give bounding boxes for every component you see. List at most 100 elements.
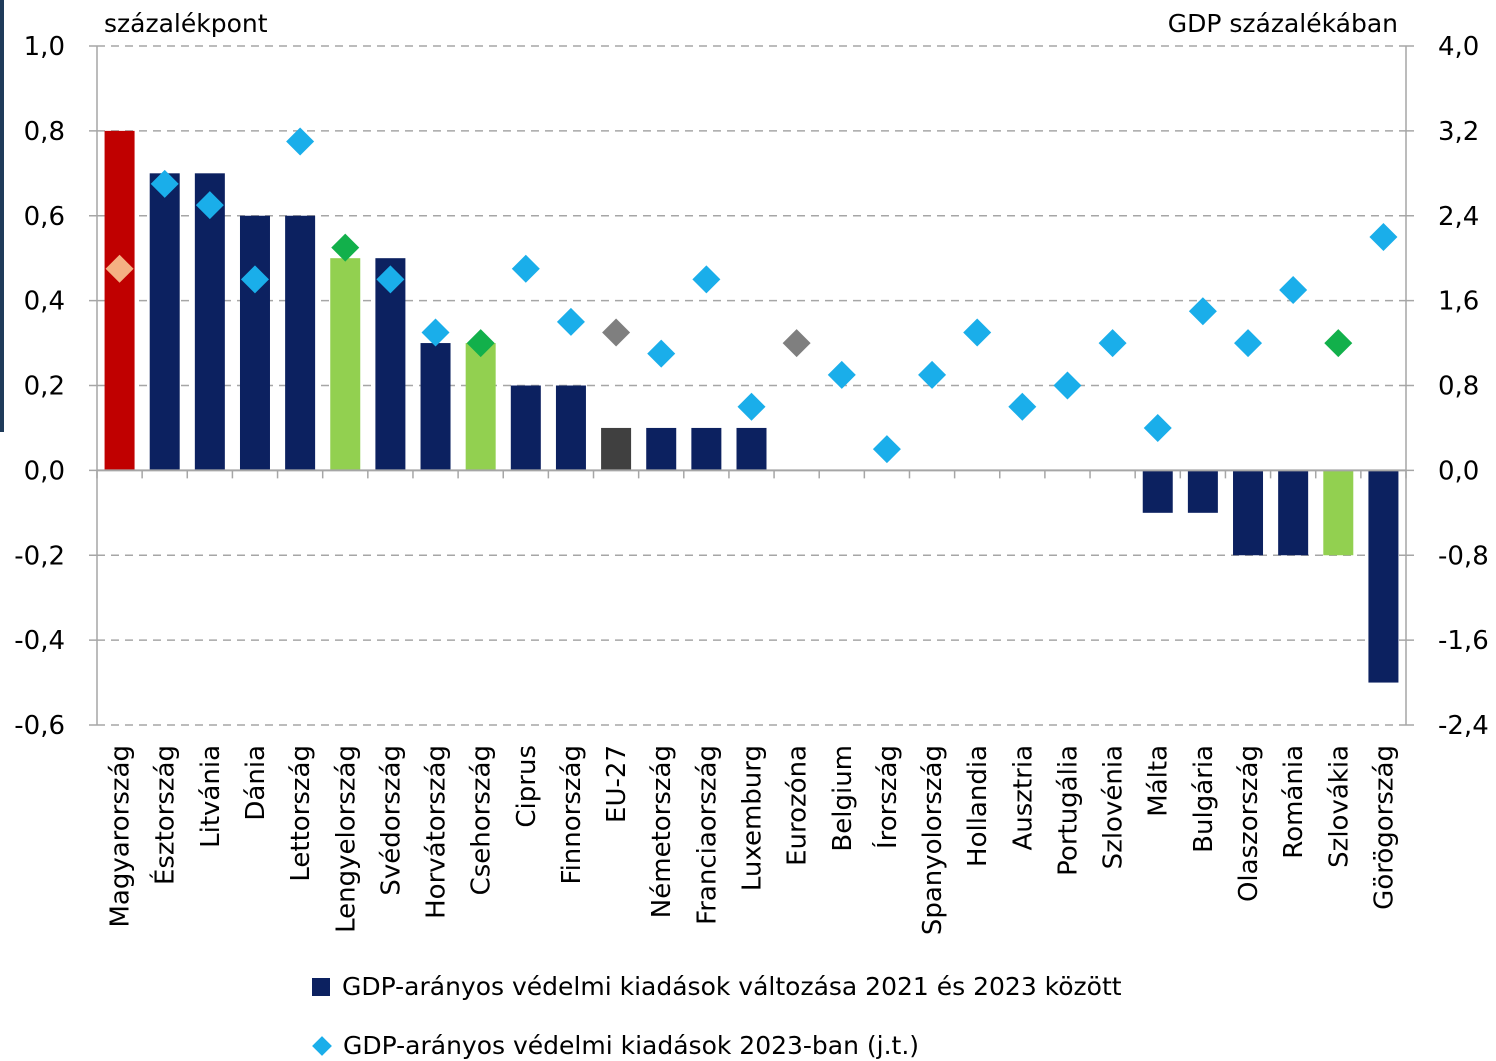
diamond-marker bbox=[1324, 329, 1353, 358]
category-label: Bulgária bbox=[1189, 745, 1219, 853]
bar bbox=[420, 343, 451, 471]
category-label: Belgium bbox=[828, 745, 858, 852]
diamond-marker bbox=[240, 265, 269, 294]
category-label: Románia bbox=[1279, 745, 1309, 859]
diamond-marker bbox=[602, 318, 631, 347]
diamond-marker bbox=[872, 435, 901, 464]
left-edge-decoration bbox=[0, 0, 4, 432]
legend-item-diamonds: GDP-arányos védelmi kiadások 2023-ban (j… bbox=[312, 1031, 919, 1060]
diamond-marker bbox=[1098, 329, 1127, 358]
category-label: Szlovénia bbox=[1099, 745, 1129, 869]
diamond-marker bbox=[1234, 329, 1263, 358]
category-label: Eurozóna bbox=[783, 745, 813, 866]
left-tick-label: -0,2 bbox=[14, 541, 65, 571]
category-label: Lengyelország bbox=[331, 745, 361, 933]
legend-bar-swatch bbox=[312, 977, 330, 996]
bar-series bbox=[104, 130, 1399, 683]
left-tick-label: 0,2 bbox=[24, 372, 65, 402]
tick-labels: 1,0 0,8 0,6 0,4 0,2 0,0 -0,2 -0,4 -0,6 4,0 3,2 2,4 1… bbox=[14, 32, 1488, 935]
diamond-marker bbox=[782, 329, 811, 358]
bar bbox=[1142, 470, 1173, 513]
right-tick-label: 1,6 bbox=[1438, 287, 1479, 317]
bar bbox=[149, 173, 180, 471]
left-tick-label: 0,0 bbox=[24, 456, 65, 486]
diamond-marker bbox=[556, 307, 585, 336]
category-label: Görögország bbox=[1369, 745, 1399, 910]
bar bbox=[736, 427, 767, 471]
legend-bar-label: GDP-arányos védelmi kiadások változása 2… bbox=[342, 972, 1122, 1001]
category-label: Finnország bbox=[557, 745, 587, 884]
right-tick-label: 0,8 bbox=[1438, 372, 1479, 402]
diamond-marker bbox=[918, 360, 947, 389]
left-tick-label: 1,0 bbox=[24, 32, 65, 62]
diamond-marker bbox=[286, 127, 315, 156]
diamond-marker bbox=[963, 318, 992, 347]
category-label: EU-27 bbox=[602, 745, 632, 823]
category-label: Spanyolország bbox=[918, 745, 948, 935]
left-tick-label: -0,4 bbox=[14, 626, 65, 656]
category-label: Magyarország bbox=[106, 745, 136, 928]
diamond-marker bbox=[647, 339, 676, 368]
legend-diamond-swatch bbox=[312, 1035, 332, 1056]
category-label: Dánia bbox=[241, 745, 271, 821]
right-tick-label: -2,4 bbox=[1438, 711, 1489, 741]
bar bbox=[646, 427, 677, 471]
bar bbox=[104, 130, 135, 471]
right-tick-label: 4,0 bbox=[1438, 32, 1479, 62]
category-label: Ausztria bbox=[1008, 745, 1038, 851]
diamond-marker bbox=[511, 254, 540, 283]
bar bbox=[330, 258, 361, 471]
bar bbox=[465, 343, 496, 471]
diamond-marker bbox=[466, 329, 495, 358]
diamond-marker bbox=[150, 169, 179, 198]
diamond-marker bbox=[105, 254, 134, 283]
bar bbox=[555, 385, 586, 471]
category-label: Ciprus bbox=[512, 745, 542, 828]
bar bbox=[601, 427, 632, 471]
diamond-series bbox=[105, 127, 1398, 464]
diamond-marker bbox=[737, 392, 766, 421]
diamond-marker bbox=[331, 233, 360, 262]
diamond-marker bbox=[692, 265, 721, 294]
category-label: Csehország bbox=[467, 745, 497, 895]
category-label: Szlovákia bbox=[1324, 745, 1354, 868]
bar bbox=[510, 385, 541, 471]
legend-item-bars: GDP-arányos védelmi kiadások változása 2… bbox=[312, 972, 1122, 1001]
diamond-marker bbox=[376, 265, 405, 294]
category-label: Luxemburg bbox=[738, 745, 768, 891]
category-label: Franciaország bbox=[692, 745, 722, 925]
bar bbox=[239, 215, 270, 471]
bar bbox=[285, 215, 316, 471]
diamond-marker bbox=[1008, 392, 1037, 421]
category-label: Németország bbox=[647, 745, 677, 918]
category-label: Írország bbox=[871, 745, 903, 849]
bar bbox=[1323, 470, 1354, 556]
bar bbox=[1368, 470, 1399, 683]
category-label: Lettország bbox=[286, 745, 316, 882]
right-tick-label: -0,8 bbox=[1438, 541, 1489, 571]
diamond-marker bbox=[1053, 371, 1082, 400]
left-axis-unit-label: százalékpont bbox=[104, 9, 268, 38]
bar bbox=[1278, 470, 1309, 556]
category-label: Svédország bbox=[376, 745, 406, 896]
left-tick-label: -0,6 bbox=[14, 711, 65, 741]
diamond-marker bbox=[195, 191, 224, 220]
bar bbox=[194, 173, 225, 471]
category-label: Horvátország bbox=[422, 745, 452, 919]
left-tick-label: 0,4 bbox=[24, 287, 65, 317]
right-tick-label: 2,4 bbox=[1438, 202, 1479, 232]
diamond-marker bbox=[1143, 413, 1172, 442]
category-label: Hollandia bbox=[963, 745, 993, 867]
category-label: Észtország bbox=[149, 745, 181, 885]
left-tick-label: 0,6 bbox=[24, 202, 65, 232]
diamond-marker bbox=[827, 360, 856, 389]
right-tick-label: 3,2 bbox=[1438, 117, 1479, 147]
category-label: Málta bbox=[1144, 745, 1174, 817]
bar bbox=[1187, 470, 1218, 513]
right-axis-unit-label: GDP százalékában bbox=[1168, 9, 1398, 38]
category-label: Olaszország bbox=[1234, 745, 1264, 902]
axes bbox=[89, 45, 1414, 726]
left-tick-label: 0,8 bbox=[24, 117, 65, 147]
diamond-marker bbox=[421, 318, 450, 347]
